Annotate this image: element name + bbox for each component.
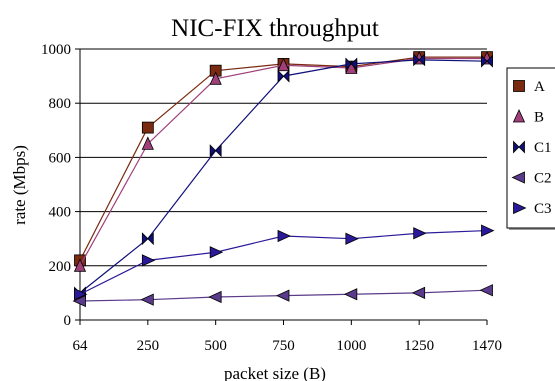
legend-label: C2: [534, 171, 552, 187]
series-C3: [74, 224, 495, 301]
data-point-C1: [413, 53, 426, 67]
legend: AB C1 C2 C3: [506, 67, 555, 230]
axes: 0 200 400 600 800 1000 64 250 500 750 1000 1250 1470: [41, 42, 502, 354]
data-point-C3: [413, 227, 427, 240]
data-point-B: [277, 57, 290, 72]
data-point-C2: [479, 284, 493, 297]
series-group: [72, 51, 495, 308]
legend-label: A: [534, 79, 545, 95]
data-point-B: [345, 60, 358, 74]
data-point-C3: [481, 224, 495, 237]
data-point-C2: [276, 289, 290, 302]
data-point-B: [141, 136, 154, 150]
series-C1: [74, 53, 493, 300]
data-point-C1: [141, 232, 154, 246]
y-tick-label: 600: [49, 150, 72, 166]
data-point-C2: [72, 294, 86, 308]
data-point-C3: [277, 229, 291, 243]
y-tick-label: 200: [49, 259, 72, 275]
y-tick-label: 400: [49, 205, 72, 221]
y-axis-label: rate (Mbps): [10, 145, 29, 225]
legend-item-A: A: [513, 79, 545, 95]
series-line-C3: [79, 229, 488, 295]
legend-marker-C1: [513, 140, 525, 154]
data-point-C3: [141, 254, 156, 267]
data-point-C1: [481, 54, 493, 68]
y-tick-label: 800: [49, 96, 72, 112]
legend-marker-C2: [511, 171, 525, 184]
data-point-C1: [209, 144, 222, 158]
legend-item-C1: C1: [513, 140, 552, 156]
x-tick-label: 250: [137, 338, 160, 354]
legend-item-C3: C3: [513, 201, 552, 217]
legend-label: C1: [534, 140, 552, 156]
chart-title: NIC-FIX throughput: [171, 15, 379, 42]
x-axis-label: packet size (B): [224, 364, 326, 381]
legend-label: B: [534, 110, 544, 126]
legend-marker-A: [513, 80, 525, 92]
data-point-B: [73, 258, 87, 272]
x-tick-label: 500: [204, 338, 227, 354]
grid-lines: [80, 48, 487, 267]
x-tick-label: 750: [272, 338, 295, 354]
series-C2: [72, 284, 493, 308]
legend-item-B: B: [512, 109, 544, 126]
data-point-C2: [411, 286, 426, 300]
x-tick-label: 1000: [336, 338, 366, 354]
data-point-C1: [277, 69, 290, 83]
data-point-C2: [208, 290, 222, 304]
data-point-C2: [140, 293, 154, 306]
legend-label: C3: [534, 201, 552, 217]
x-tick-label: 1250: [404, 338, 434, 354]
series-line-A: [79, 56, 487, 261]
legend-marker-B: [512, 109, 526, 123]
series-line-C1: [79, 59, 488, 294]
legend-marker-C3: [513, 201, 527, 215]
data-point-C3: [209, 246, 224, 259]
data-point-C3: [345, 232, 359, 245]
y-tick-label: 0: [64, 313, 72, 329]
y-tick-label: 1000: [41, 42, 71, 58]
data-point-C1: [345, 57, 358, 71]
data-point-C3: [74, 288, 88, 301]
data-point-A: [141, 121, 154, 134]
x-tick-label: 1470: [472, 338, 502, 354]
x-tick-label: 64: [73, 338, 89, 354]
data-point-C2: [343, 288, 358, 301]
legend-item-C2: C2: [511, 171, 552, 187]
data-point-B: [209, 71, 222, 85]
